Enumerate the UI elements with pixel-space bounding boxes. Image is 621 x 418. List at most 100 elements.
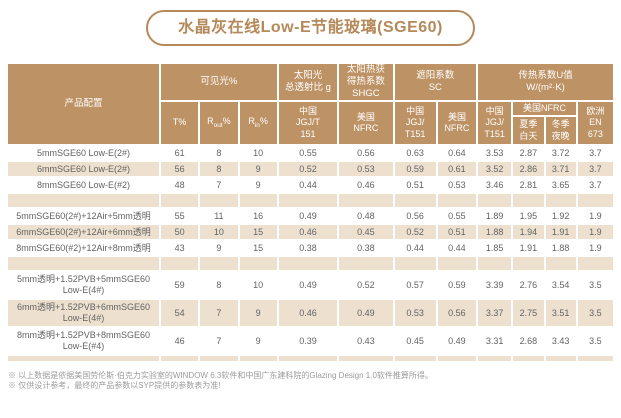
- cell: 0.43: [339, 328, 393, 354]
- cell: 0.49: [278, 209, 338, 223]
- cell: 3.43: [545, 328, 576, 354]
- cell: 9: [239, 300, 277, 326]
- cell: 0.56: [394, 209, 436, 223]
- cell: 0.51: [437, 225, 477, 239]
- cell: 0.53: [339, 162, 393, 176]
- cell: 0.56: [339, 146, 393, 160]
- cell: 9: [239, 178, 277, 192]
- cell: 3.39: [478, 272, 512, 298]
- cell: 8: [200, 272, 238, 298]
- r-in-percent: %: [259, 116, 268, 127]
- cell: 3.5: [577, 328, 613, 354]
- table-row: 6mmSGE60 Low-E(2#) 56 8 9 0.52 0.53 0.59…: [8, 162, 613, 176]
- cell: 2.76: [513, 272, 544, 298]
- product-label: 5mmSGE60 Low-E(2#): [8, 146, 160, 160]
- cell: 0.44: [394, 241, 436, 255]
- cell: 61: [161, 146, 199, 160]
- cell: 56: [161, 162, 199, 176]
- cell: 8: [200, 162, 238, 176]
- cell: 2.68: [513, 328, 544, 354]
- cell: 0.52: [339, 272, 393, 298]
- col-header-u-china-jgjt151: 中国 JGJ/ T151: [478, 102, 512, 144]
- cell: 0.64: [437, 146, 477, 160]
- product-label: 5mm透明+1.52PVB+5mmSGE60 Low-E(4#): [8, 272, 160, 298]
- cell: 16: [239, 209, 277, 223]
- cell: 0.56: [437, 300, 477, 326]
- cell: 3.54: [545, 272, 576, 298]
- cell: 0.63: [394, 146, 436, 160]
- col-group-u-value: 传热系数U值 W/(m²·K): [478, 64, 613, 100]
- col-header-shgc-us-nfrc: 美国 NFRC: [339, 102, 393, 144]
- r-out-percent: %: [222, 116, 231, 127]
- col-header-r-out: Rout%: [200, 102, 238, 144]
- col-header-u-winter-night: 冬季 夜晚: [545, 117, 576, 144]
- r-out-base: R: [207, 116, 214, 127]
- col-group-shgc: 太阳热获 得热系数 SHGC: [339, 64, 393, 100]
- cell: 3.31: [478, 328, 512, 354]
- col-header-u-summer-day: 夏季 白天: [513, 117, 544, 144]
- cell: 59: [161, 272, 199, 298]
- cell: 0.46: [278, 225, 338, 239]
- cell: 8: [200, 146, 238, 160]
- cell: 1.9: [577, 241, 613, 255]
- cell: 3.5: [577, 272, 613, 298]
- cell: 0.38: [278, 241, 338, 255]
- cell: 2.81: [513, 178, 544, 192]
- separator-row: [8, 257, 613, 270]
- glass-spec-table: 产品配置 可见光% 太阳光 总透射比 g 太阳热获 得热系数 SHGC 遮阳系数…: [6, 62, 615, 363]
- footnotes: ※ 以上数据是依据美国劳伦斯·伯克力实验室的WINDOW 6.3软件和中国广东建…: [8, 371, 621, 392]
- cell: 1.88: [478, 225, 512, 239]
- cell: 1.91: [545, 225, 576, 239]
- cell: 0.46: [339, 178, 393, 192]
- cell: 15: [239, 225, 277, 239]
- product-label: 8mm透明+1.52PVB+8mmSGE60 Low-E(#4): [8, 328, 160, 354]
- cell: 9: [239, 328, 277, 354]
- cell: 10: [200, 225, 238, 239]
- col-header-u-europe-en673: 欧洲 EN 673: [577, 102, 613, 144]
- cell: 54: [161, 300, 199, 326]
- cell: 9: [200, 241, 238, 255]
- cell: 3.52: [478, 162, 512, 176]
- cell: 9: [239, 162, 277, 176]
- cell: 11: [200, 209, 238, 223]
- cell: 0.44: [278, 178, 338, 192]
- cell: 3.5: [577, 300, 613, 326]
- cell: 3.7: [577, 146, 613, 160]
- cell: 0.48: [339, 209, 393, 223]
- col-header-t-percent: T%: [161, 102, 199, 144]
- col-header-product: 产品配置: [8, 64, 160, 144]
- table-row: 6mmSGE60(2#)+12Air+6mm透明 50 10 15 0.46 0…: [8, 225, 613, 239]
- cell: 7: [200, 328, 238, 354]
- cell: 43: [161, 241, 199, 255]
- col-group-shading-coefficient: 遮阳系数 SC: [394, 64, 477, 100]
- cell: 48: [161, 178, 199, 192]
- product-label: 6mm透明+1.52PVB+6mmSGE60 Low-E(4#): [8, 300, 160, 326]
- table-row: 8mmSGE60 Low-E(#2) 48 7 9 0.44 0.46 0.51…: [8, 178, 613, 192]
- col-group-visible-light: 可见光%: [161, 64, 277, 100]
- col-header-g-china-jgjt151: 中国 JGJ/T 151: [278, 102, 338, 144]
- cell: 1.91: [513, 241, 544, 255]
- table-row: 8mmSGE60(#2)+12Air+8mm透明 43 9 15 0.38 0.…: [8, 241, 613, 255]
- cell: 55: [161, 209, 199, 223]
- cell: 0.55: [437, 209, 477, 223]
- cell: 0.45: [339, 225, 393, 239]
- cell: 15: [239, 241, 277, 255]
- cell: 1.9: [577, 209, 613, 223]
- cell: 2.86: [513, 162, 544, 176]
- title-bar: 水晶灰在线Low-E节能玻璃(SGE60): [0, 0, 621, 48]
- cell: 1.88: [545, 241, 576, 255]
- cell: 1.85: [478, 241, 512, 255]
- cell: 0.49: [437, 328, 477, 354]
- cell: 7: [200, 300, 238, 326]
- product-label: 6mmSGE60 Low-E(2#): [8, 162, 160, 176]
- cell: 0.55: [278, 146, 338, 160]
- footnote-line-2: ※ 仅供设计参考，最终的产品参数以SYP提供的参数表为准!: [8, 381, 221, 391]
- col-header-r-in: Rin%: [239, 102, 277, 144]
- page-title: 水晶灰在线Low-E节能玻璃(SGE60): [146, 10, 475, 46]
- table-row: 5mmSGE60(2#)+12Air+5mm透明 55 11 16 0.49 0…: [8, 209, 613, 223]
- cell: 3.46: [478, 178, 512, 192]
- cell: 1.95: [513, 209, 544, 223]
- cell: 0.59: [394, 162, 436, 176]
- cell: 0.53: [437, 178, 477, 192]
- cell: 3.53: [478, 146, 512, 160]
